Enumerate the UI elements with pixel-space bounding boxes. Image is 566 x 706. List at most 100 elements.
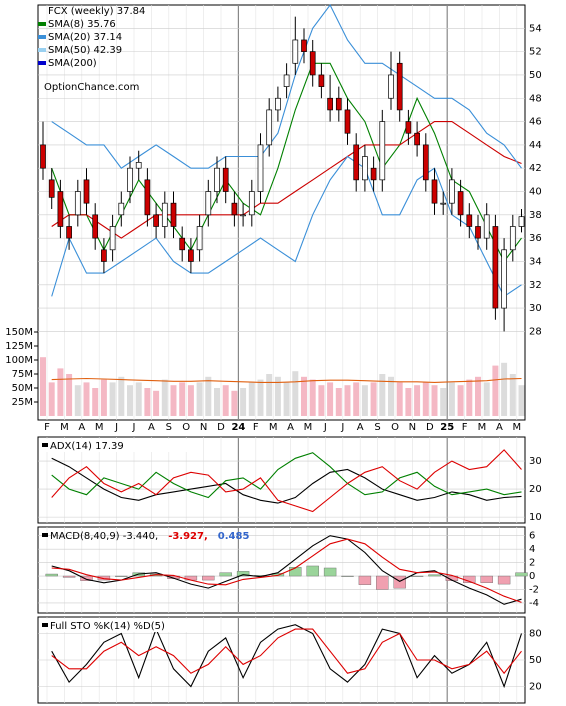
candle-body — [335, 97, 342, 111]
histogram-bar — [115, 575, 128, 577]
histogram-bar — [62, 575, 76, 578]
volume-bar — [231, 390, 238, 416]
histogram-bar — [289, 567, 302, 577]
histogram-bar — [515, 572, 528, 577]
candle-body — [66, 226, 72, 239]
volume-bar — [431, 385, 438, 416]
candle-body — [248, 191, 255, 216]
y-tick-label: -2 — [529, 584, 539, 595]
x-tick-label: M — [269, 422, 278, 433]
x-tick-label: N — [409, 422, 416, 433]
volume-bar — [100, 379, 107, 416]
x-tick-label: D — [217, 422, 225, 433]
candle-body — [422, 144, 429, 181]
legend-swatch — [38, 35, 46, 39]
histogram-bar — [480, 575, 493, 583]
candle-body — [83, 179, 90, 204]
legend-entry: SMA(50) 42.39 — [48, 45, 122, 56]
candle-body — [449, 179, 455, 204]
x-tick-label: M — [95, 422, 104, 433]
candle-body — [257, 144, 264, 192]
title-swatch — [42, 533, 48, 537]
histogram-bar — [358, 575, 372, 585]
y-tick-label: 40 — [529, 187, 542, 198]
x-tick-label: F — [44, 422, 50, 433]
candle-body — [205, 191, 212, 216]
volume-bar — [74, 385, 81, 416]
candle-body — [353, 144, 360, 181]
candle-body — [214, 167, 220, 192]
volume-bar — [127, 385, 133, 416]
volume-tick-label: 100M — [5, 355, 33, 366]
volume-bar — [248, 382, 255, 416]
histogram-bar — [376, 575, 389, 590]
volume-bar — [214, 388, 220, 416]
x-tick-label: D — [426, 422, 434, 433]
histogram-bar — [341, 575, 354, 577]
x-tick-label: O — [391, 422, 399, 433]
x-tick-label: 25 — [440, 422, 454, 433]
volume-bar — [388, 376, 394, 416]
y-tick-label: 6 — [529, 531, 535, 542]
panel-frame — [37, 4, 526, 421]
volume-bar — [170, 385, 177, 416]
volume-bar — [518, 385, 525, 416]
volume-bar — [344, 385, 351, 416]
y-tick-label: 36 — [529, 233, 542, 244]
candle-body — [266, 109, 273, 146]
indicator-line — [51, 535, 522, 605]
panel-frame — [37, 436, 526, 524]
volume-bar — [492, 365, 499, 416]
x-tick-label: A — [287, 422, 294, 433]
panel-title: ADX(14) 17.39 — [50, 441, 124, 452]
volume-bar — [222, 385, 229, 416]
histogram-bar — [236, 571, 250, 577]
candle-body — [309, 51, 316, 76]
x-tick-label: A — [148, 422, 155, 433]
volume-bar — [92, 388, 99, 416]
volume-bar — [483, 382, 490, 416]
y-tick-label: 80 — [529, 629, 542, 640]
y-tick-label: 4 — [529, 544, 535, 555]
y-tick-label: 50 — [529, 655, 542, 666]
volume-average — [51, 377, 522, 383]
volume-bar — [179, 382, 186, 416]
y-tick-label: 30 — [529, 303, 542, 314]
volume-bar — [40, 357, 46, 416]
candle-body — [275, 97, 281, 111]
histogram-bar — [219, 572, 232, 577]
legend-entry: MACD(8,40,9) -3.440, — [50, 531, 158, 542]
candle-body — [292, 39, 299, 64]
volume-bar — [109, 382, 116, 416]
volume-bar — [57, 368, 64, 416]
y-tick-label: 30 — [529, 456, 542, 467]
x-tick-label: O — [182, 422, 190, 433]
y-tick-label: 2 — [529, 558, 535, 569]
x-tick-label: F — [253, 422, 259, 433]
x-tick-label: J — [114, 422, 118, 433]
x-tick-label: M — [304, 422, 313, 433]
y-tick-label: 50 — [529, 70, 542, 81]
indicator-line — [51, 452, 522, 499]
volume-bar — [353, 382, 360, 416]
y-tick-label: -4 — [529, 598, 539, 609]
x-tick-label: 24 — [231, 422, 245, 433]
candle-body — [170, 202, 177, 227]
candle-body — [161, 202, 168, 227]
candle-body — [179, 237, 186, 251]
title-bg — [40, 439, 190, 452]
candle-body — [501, 249, 507, 309]
x-tick-label: N — [200, 422, 207, 433]
candle-body — [483, 214, 490, 239]
volume-bar — [283, 382, 290, 416]
volume-bar — [309, 379, 316, 416]
volume-bar — [414, 385, 421, 416]
histogram-bar — [202, 575, 215, 581]
volume-bar — [475, 376, 481, 416]
legend-entry: 0.485 — [218, 531, 250, 542]
candle-body — [475, 226, 481, 239]
price-line — [51, 155, 522, 298]
y-tick-label: 34 — [529, 256, 542, 267]
histogram-bar — [80, 575, 93, 581]
